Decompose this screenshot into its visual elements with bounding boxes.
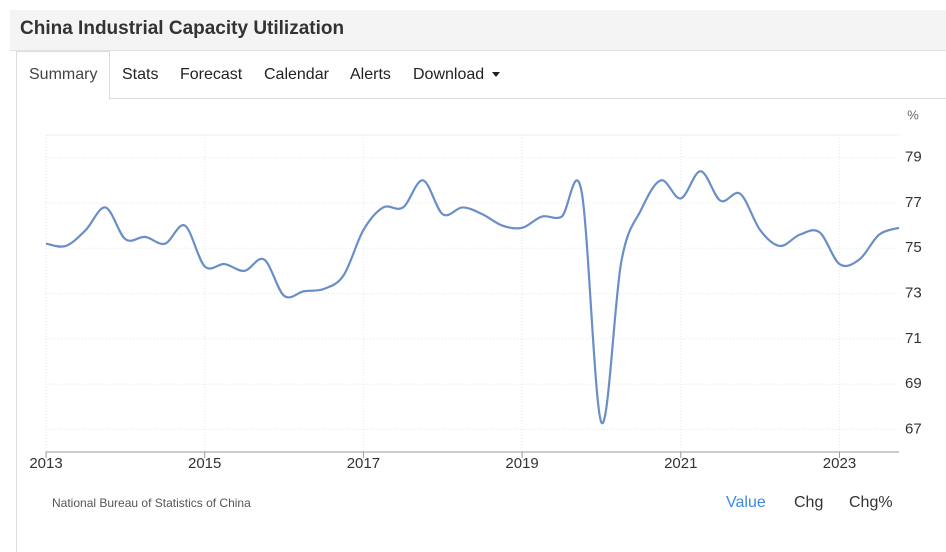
y-tick-label: 69 bbox=[905, 375, 922, 392]
tab[interactable]: Summary bbox=[16, 51, 111, 100]
y-tick-label: 71 bbox=[905, 330, 922, 347]
page-title: China Industrial Capacity Utilization bbox=[20, 18, 345, 39]
line-series bbox=[45, 170, 900, 424]
tab-bar: Summary Stats Forecast Calendar Alerts D… bbox=[16, 51, 946, 100]
tab[interactable]: Calendar bbox=[264, 66, 329, 83]
tab[interactable]: Alerts bbox=[350, 66, 391, 83]
y-tick-label: 79 bbox=[905, 149, 922, 166]
tab[interactable]: Forecast bbox=[180, 66, 243, 83]
x-tick-label: 2017 bbox=[347, 455, 380, 472]
view-option[interactable]: Chg bbox=[794, 494, 824, 511]
caret-icon bbox=[492, 72, 501, 78]
tab[interactable]: Download bbox=[413, 66, 501, 84]
view-option[interactable]: Chg% bbox=[849, 494, 893, 511]
y-tick-label: 77 bbox=[905, 194, 922, 211]
x-tick-label: 2019 bbox=[505, 455, 538, 472]
content-area bbox=[16, 99, 946, 552]
source: National Bureau of Statistics of China bbox=[52, 496, 251, 510]
x-tick-label: 2013 bbox=[29, 455, 62, 472]
header: China Industrial Capacity Utilization bbox=[10, 10, 946, 51]
y-tick-label: 67 bbox=[905, 420, 922, 437]
x-tick-label: 2023 bbox=[823, 455, 856, 472]
tab-label: Download bbox=[413, 66, 485, 83]
view-option[interactable]: Value bbox=[726, 494, 766, 511]
tab[interactable]: Stats bbox=[122, 66, 159, 83]
y-tick-label: 73 bbox=[905, 284, 922, 301]
x-tick-label: 2015 bbox=[188, 455, 221, 472]
y-tick-label: 75 bbox=[905, 239, 922, 256]
unit-label: % bbox=[907, 107, 919, 122]
x-tick-label: 2021 bbox=[664, 455, 697, 472]
